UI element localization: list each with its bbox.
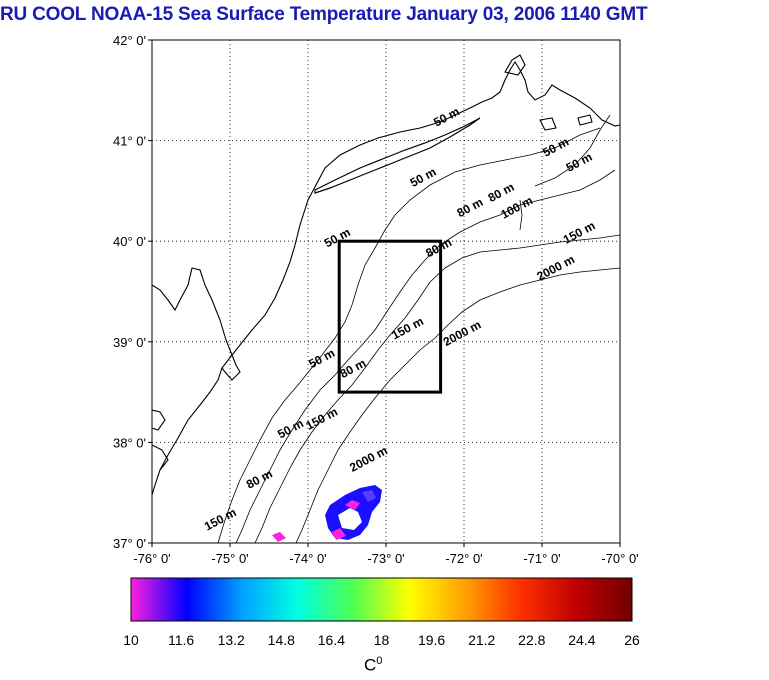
colorbar-tick-label: 13.2 [218, 632, 245, 648]
lat-tick-label: 40° 0' [113, 234, 146, 249]
longitude-tick-labels: -76° 0' -75° 0' -74° 0' -73° 0' -72° 0' -71° … [133, 543, 639, 566]
colorbar-tick-label: 14.8 [268, 632, 295, 648]
lon-tick-label: -75° 0' [211, 551, 248, 566]
colorbar-tick-label: 19.6 [418, 632, 445, 648]
colorbar-tick-label: 18 [374, 632, 390, 648]
plot-frame [151, 39, 621, 544]
colorbar-tick-label: 22.8 [518, 632, 545, 648]
colorbar-tick-label: 10 [123, 632, 139, 648]
colorbar-tick-label: 26 [624, 632, 640, 648]
lon-tick-label: -71° 0' [523, 551, 560, 566]
bathymetry-contours [217, 114, 620, 543]
lat-tick-label: 39° 0' [113, 335, 146, 350]
colorbar-tick-label: 11.6 [168, 632, 194, 648]
lon-tick-label: -72° 0' [445, 551, 482, 566]
map-title: RU COOL NOAA-15 Sea Surface Temperature … [0, 4, 648, 25]
colorbar [130, 577, 633, 622]
lat-tick-label: 42° 0' [113, 33, 146, 48]
coastline [152, 54, 620, 496]
lon-tick-label: -70° 0' [601, 551, 638, 566]
sst-data-patch [272, 485, 382, 542]
colorbar-tick-labels: 10 11.6 13.2 14.8 16.4 18 19.6 21.2 22.8 24.4 26 [123, 632, 640, 648]
colorbar-tick-label: 24.4 [568, 632, 595, 648]
latitude-tick-labels: 42° 0' 41° 0' 40° 0' 39° 0' 38° 0' 37° 0' [113, 33, 152, 551]
lon-tick-label: -73° 0' [367, 551, 404, 566]
lon-tick-label: -76° 0' [133, 551, 170, 566]
lon-tick-label: -74° 0' [289, 551, 326, 566]
lat-tick-label: 37° 0' [113, 536, 146, 551]
lat-tick-label: 41° 0' [113, 134, 146, 149]
colorbar-tick-label: 21.2 [468, 632, 495, 648]
colorbar-units-label: C0 [364, 655, 383, 675]
colorbar-tick-label: 16.4 [318, 632, 345, 648]
lat-tick-label: 38° 0' [113, 435, 146, 450]
study-area-box [337, 239, 443, 394]
